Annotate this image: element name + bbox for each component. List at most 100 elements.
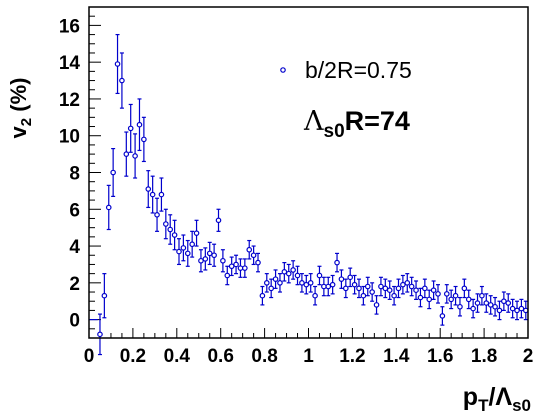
data-point (105, 184, 112, 231)
data-point (303, 274, 310, 295)
data-point (307, 273, 314, 293)
y-tick-label: 12 (59, 90, 80, 111)
x-tick-label: 0.4 (164, 346, 191, 367)
data-point (268, 278, 274, 299)
data-point (329, 274, 336, 295)
x-axis-title-sub1: T (478, 396, 489, 415)
legend: b/2R=0.75 (280, 57, 412, 83)
data-point (360, 285, 367, 306)
y-tick-label: 4 (69, 237, 80, 258)
data-point (154, 197, 160, 232)
legend-label: b/2R=0.75 (305, 57, 412, 83)
data-point (198, 249, 204, 273)
data-point (202, 247, 209, 271)
data-point (263, 273, 270, 293)
data-point (141, 116, 147, 163)
data-point (514, 300, 520, 321)
annotation-sub: s0 (324, 121, 345, 142)
data-point (272, 269, 279, 289)
data-point (158, 177, 165, 212)
y-axis-title: v2 (%) (6, 78, 35, 139)
data-point (237, 258, 244, 278)
y-axis-title-unit: (%) (6, 78, 31, 118)
data-point (334, 252, 340, 273)
x-axis-title-main: p (463, 383, 478, 411)
data-point (382, 278, 389, 299)
x-tick-label: 0.6 (207, 346, 233, 367)
data-point (430, 280, 437, 300)
x-tick-label: 1.6 (427, 346, 453, 367)
plot-frame (88, 6, 529, 339)
x-tick-label: 1.8 (471, 346, 497, 367)
data-point (127, 103, 134, 153)
x-tick-label: 0 (84, 346, 95, 367)
data-point (501, 291, 507, 312)
data-point (395, 278, 402, 299)
data-point (404, 273, 411, 293)
data-point (422, 278, 428, 299)
data-point (290, 260, 296, 280)
x-tick-label: 0.2 (120, 346, 146, 367)
data-point (378, 276, 384, 297)
data-point (356, 278, 362, 299)
y-axis-title-sub: 2 (18, 118, 35, 126)
data-point (338, 269, 345, 289)
annotation-symbol: Λ (303, 106, 324, 137)
data-point (505, 293, 512, 313)
y-tick-label: 16 (59, 16, 80, 37)
x-tick-labels: 0 0.2 0.4 0.6 0.8 1 1.2 1.4 1.6 1.8 2 (84, 346, 534, 367)
data-point (479, 285, 485, 306)
y-tick-label: 2 (69, 274, 80, 295)
data-point (145, 170, 152, 209)
y-axis-title-main: v (6, 125, 31, 138)
data-point (439, 306, 446, 326)
data-point (351, 274, 358, 295)
x-tick-label: 1 (303, 346, 314, 367)
x-axis-title-sub2: s0 (512, 396, 531, 415)
data-point (215, 208, 222, 232)
data-point (448, 289, 454, 310)
x-axis-title: pT/Λs0 (463, 383, 531, 415)
data-point (483, 293, 490, 313)
data-point (487, 295, 494, 315)
data-point (114, 33, 121, 95)
data-point (149, 175, 156, 214)
data-point (474, 293, 481, 313)
data-point (233, 254, 239, 275)
y-tick-label: 14 (59, 53, 81, 74)
data-point (369, 282, 375, 302)
y-tick-label: 10 (59, 127, 80, 148)
data-point (184, 239, 191, 267)
data-point (461, 278, 468, 299)
data-point (167, 214, 174, 245)
data-point (492, 296, 498, 317)
data-point (255, 252, 261, 273)
data-point (176, 238, 182, 266)
data-points (89, 33, 529, 356)
data-point (193, 219, 200, 247)
data-point (250, 245, 257, 266)
data-point (457, 296, 463, 317)
data-point (119, 52, 125, 109)
x-tick-label: 2 (523, 346, 534, 367)
data-point (343, 278, 349, 299)
data-point (426, 289, 433, 310)
data-point (110, 147, 116, 198)
legend-marker (280, 67, 286, 73)
data-point (321, 276, 327, 297)
data-point (189, 230, 195, 258)
data-point (246, 239, 253, 260)
annotation: Λs0R=74 (303, 106, 410, 142)
data-point (435, 284, 441, 304)
data-point (417, 287, 424, 308)
data-point (224, 265, 231, 286)
data-point (312, 285, 318, 306)
data-point (465, 289, 472, 310)
y-tick-label: 6 (69, 200, 80, 221)
axis-ticks (88, 6, 529, 339)
data-point (373, 295, 380, 315)
data-point (443, 284, 450, 304)
data-point (299, 273, 305, 293)
data-point (413, 280, 419, 300)
